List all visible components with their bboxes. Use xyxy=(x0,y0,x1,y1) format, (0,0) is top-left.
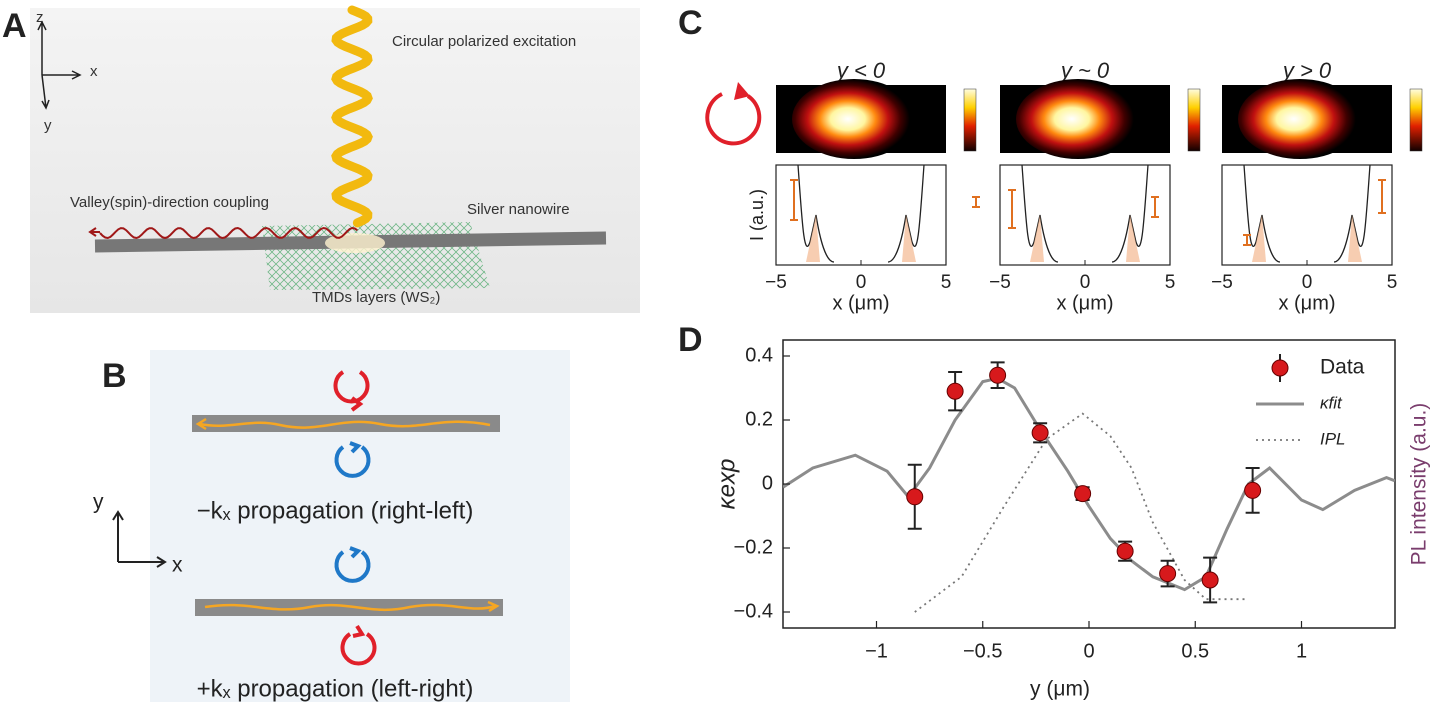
axes-icon xyxy=(37,20,82,110)
x-tick-label: −5 xyxy=(1211,272,1233,293)
y-tick-label: −0.2 xyxy=(734,536,773,558)
profile-curve xyxy=(797,164,925,263)
arrow xyxy=(734,82,750,100)
excitation-beam xyxy=(331,5,373,228)
coupling-wave xyxy=(99,226,358,240)
profile-curve xyxy=(1243,164,1371,263)
x-tick-label: 1 xyxy=(1296,640,1307,662)
legend-label: IPL xyxy=(1320,429,1346,448)
heatmap xyxy=(1016,79,1140,159)
y-tick-label: −0.4 xyxy=(734,600,773,622)
panel-label: D xyxy=(678,321,703,359)
spin-icons xyxy=(333,370,377,666)
heatmap-title: y ~ 0 xyxy=(1059,58,1110,83)
colorbar xyxy=(1187,88,1201,152)
fit-line xyxy=(783,376,1395,592)
arrow xyxy=(487,600,500,613)
annotation: TMDs layers (WS₂) xyxy=(312,289,440,306)
error-bar xyxy=(1378,179,1386,214)
error-bar xyxy=(790,179,798,221)
data-point xyxy=(1201,571,1219,589)
arrow xyxy=(195,417,207,431)
caption: +kₓ propagation (left-right) xyxy=(197,675,474,702)
panel-label: C xyxy=(678,4,703,42)
panel-label: B xyxy=(102,357,127,395)
y-axis-label: κexp xyxy=(713,459,740,510)
shaded xyxy=(1252,215,1362,262)
x-axis-label: x (μm) xyxy=(1056,292,1113,314)
axis-label: x xyxy=(172,554,183,577)
caption: −kₓ propagation (right-left) xyxy=(197,497,474,524)
x-tick-label: 5 xyxy=(1387,272,1398,293)
heatmap-title: y < 0 xyxy=(835,58,886,83)
y-tick-label: 0.4 xyxy=(745,344,773,366)
spin-icon xyxy=(705,92,762,146)
error-bar xyxy=(1151,196,1159,218)
axes-icon xyxy=(112,510,167,568)
tmd-layer xyxy=(262,222,490,290)
axis-label: z xyxy=(36,9,44,26)
x-tick-label: 0 xyxy=(1302,272,1313,293)
x-tick-label: 5 xyxy=(941,272,952,293)
data-point xyxy=(906,488,924,506)
x-tick-label: 0 xyxy=(1080,272,1091,293)
wave xyxy=(204,603,496,612)
y-tick-label: 0 xyxy=(762,472,773,494)
x-tick-label: −5 xyxy=(989,272,1011,293)
x-axis-label: x (μm) xyxy=(1278,292,1335,314)
legend-symbol xyxy=(1271,359,1289,377)
data-point xyxy=(1244,481,1262,499)
arrow xyxy=(88,227,100,237)
heatmap-title: y > 0 xyxy=(1281,58,1332,83)
x-tick-label: 5 xyxy=(1165,272,1176,293)
x-axis-label: y (μm) xyxy=(1030,678,1090,701)
error-bar xyxy=(1243,234,1251,246)
colorbar xyxy=(963,88,977,152)
y2-axis-label: PL intensity (a.u.) xyxy=(1408,403,1431,566)
error-bar xyxy=(1008,189,1016,229)
data-point xyxy=(1031,424,1049,442)
panel-c: y < 0 −5 0 5 x (μm) y ~ 0 −5 0 5 x (μm) y > 0 −5 0 5 x… xyxy=(747,58,1423,314)
wave xyxy=(199,420,491,429)
legend-label: κfit xyxy=(1320,393,1343,412)
data-point xyxy=(1159,565,1177,583)
annotation: Circular polarized excitation xyxy=(392,33,576,50)
shaded xyxy=(806,215,916,262)
pl-line xyxy=(914,412,1249,613)
y-tick-label: 0.2 xyxy=(745,408,773,430)
legend-label: Data xyxy=(1320,356,1365,379)
x-axis-label: x (μm) xyxy=(832,292,889,314)
heatmap xyxy=(1238,79,1362,159)
panel-b-bg xyxy=(150,350,570,702)
annotation: Silver nanowire xyxy=(467,201,570,218)
heatmap xyxy=(792,79,916,159)
data-point xyxy=(1116,542,1134,560)
axis-label: x xyxy=(90,63,98,80)
colorbar xyxy=(1409,88,1423,152)
data-point xyxy=(989,366,1007,384)
x-tick-label: −5 xyxy=(765,272,787,293)
data-point xyxy=(946,382,964,400)
plot-frame xyxy=(782,339,1396,629)
x-tick-label: 0.5 xyxy=(1181,640,1209,662)
axis-label: y xyxy=(93,491,104,514)
panel-label: A xyxy=(2,7,27,45)
x-tick-label: 0 xyxy=(856,272,867,293)
annotation: Valley(spin)-direction coupling xyxy=(70,194,269,211)
x-tick-label: −0.5 xyxy=(963,640,1002,662)
profile-curve xyxy=(1021,164,1149,263)
shaded xyxy=(1030,215,1140,262)
x-tick-label: −1 xyxy=(865,640,888,662)
axis-label: y xyxy=(44,117,52,134)
error-bar xyxy=(972,196,980,208)
data-point xyxy=(1074,485,1092,503)
x-tick-label: 0 xyxy=(1083,640,1094,662)
y-axis-label: I (a.u.) xyxy=(747,189,767,241)
